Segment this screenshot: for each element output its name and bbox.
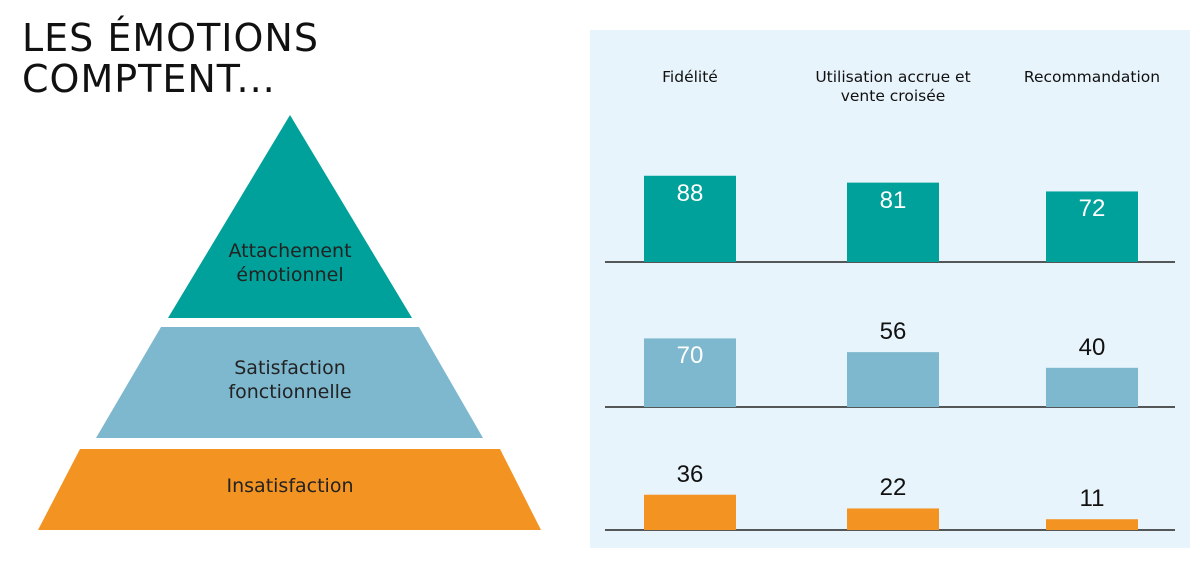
value-label: 40 — [1078, 333, 1106, 361]
value-label: 36 — [676, 460, 704, 488]
category-label: Recommandation — [1023, 68, 1161, 86]
category-label: Fidélité — [662, 68, 718, 86]
value-label: 22 — [879, 474, 907, 502]
category-label: Utilisation accrue et vente croisée — [815, 68, 971, 106]
pyramid-label: Attachement émotionnel — [228, 240, 352, 286]
title: LES ÉMOTIONS COMPTENT... — [22, 16, 319, 102]
bar — [847, 508, 939, 530]
bar — [847, 352, 939, 407]
value-label: 81 — [879, 186, 907, 214]
bar — [1046, 519, 1138, 530]
bar — [847, 182, 939, 262]
pyramid-level — [38, 449, 541, 530]
value-label: 56 — [879, 318, 907, 346]
pyramid-label: Satisfaction fonctionnelle — [228, 357, 352, 403]
bar — [644, 338, 736, 407]
bar — [1046, 367, 1138, 407]
bar — [644, 494, 736, 530]
value-label: 88 — [676, 179, 704, 207]
pyramid-level — [96, 327, 483, 438]
bar — [644, 175, 736, 262]
value-label: 70 — [676, 342, 704, 370]
pyramid-label: Insatisfaction — [226, 475, 354, 497]
bar — [1046, 191, 1138, 262]
value-label: 72 — [1078, 195, 1106, 223]
pyramid-level — [168, 115, 412, 318]
chart-panel — [590, 30, 1190, 548]
value-label: 11 — [1079, 485, 1105, 513]
